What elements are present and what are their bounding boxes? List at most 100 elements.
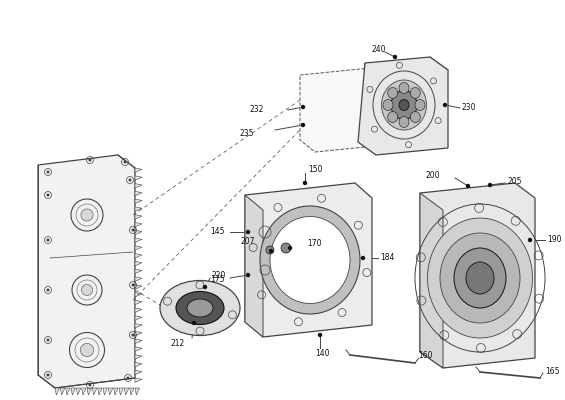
Polygon shape xyxy=(135,388,140,395)
Text: 140: 140 xyxy=(315,348,329,358)
Ellipse shape xyxy=(391,90,417,120)
Circle shape xyxy=(193,322,195,324)
Circle shape xyxy=(489,184,492,186)
Text: 165: 165 xyxy=(545,368,559,376)
Circle shape xyxy=(132,228,134,232)
Polygon shape xyxy=(245,195,263,337)
Polygon shape xyxy=(119,388,124,395)
Polygon shape xyxy=(135,370,142,375)
Ellipse shape xyxy=(81,209,93,221)
Ellipse shape xyxy=(176,292,224,324)
Circle shape xyxy=(444,104,446,106)
Polygon shape xyxy=(135,355,142,359)
Circle shape xyxy=(46,238,50,242)
Circle shape xyxy=(89,158,92,162)
Ellipse shape xyxy=(399,116,409,128)
Circle shape xyxy=(302,124,305,126)
Polygon shape xyxy=(135,222,142,227)
Polygon shape xyxy=(135,308,142,312)
Ellipse shape xyxy=(410,88,420,98)
Circle shape xyxy=(124,160,127,164)
Polygon shape xyxy=(135,168,142,172)
Polygon shape xyxy=(135,246,142,250)
Ellipse shape xyxy=(415,100,425,110)
Text: 150: 150 xyxy=(308,166,323,174)
Text: 175: 175 xyxy=(211,274,225,284)
Polygon shape xyxy=(135,191,142,196)
Polygon shape xyxy=(124,388,129,395)
Polygon shape xyxy=(135,199,142,204)
Polygon shape xyxy=(135,339,142,344)
Polygon shape xyxy=(98,388,102,395)
Ellipse shape xyxy=(260,206,360,314)
Ellipse shape xyxy=(270,216,350,304)
Polygon shape xyxy=(135,184,142,188)
Polygon shape xyxy=(92,388,97,395)
Ellipse shape xyxy=(383,100,393,110)
Polygon shape xyxy=(66,388,70,395)
Polygon shape xyxy=(135,215,142,219)
Circle shape xyxy=(46,288,50,292)
Ellipse shape xyxy=(440,233,520,323)
Text: 184: 184 xyxy=(380,254,394,262)
Circle shape xyxy=(203,286,206,288)
Circle shape xyxy=(281,243,291,253)
Circle shape xyxy=(266,246,274,254)
Polygon shape xyxy=(135,277,142,281)
Ellipse shape xyxy=(399,82,409,94)
Circle shape xyxy=(467,184,470,188)
Circle shape xyxy=(393,56,397,58)
Polygon shape xyxy=(135,324,142,328)
Polygon shape xyxy=(135,300,142,305)
Ellipse shape xyxy=(454,248,506,308)
Text: 200: 200 xyxy=(425,170,440,180)
Circle shape xyxy=(302,106,305,108)
Text: 207: 207 xyxy=(241,236,255,246)
Text: 235: 235 xyxy=(240,128,254,138)
Circle shape xyxy=(132,284,134,286)
Circle shape xyxy=(46,194,50,196)
Polygon shape xyxy=(135,347,142,351)
Polygon shape xyxy=(129,388,134,395)
Polygon shape xyxy=(38,155,135,388)
Circle shape xyxy=(319,334,321,336)
Polygon shape xyxy=(60,388,65,395)
Ellipse shape xyxy=(388,112,398,122)
Polygon shape xyxy=(420,183,535,368)
Ellipse shape xyxy=(388,88,398,98)
Ellipse shape xyxy=(80,343,94,357)
Circle shape xyxy=(127,376,129,380)
Circle shape xyxy=(303,182,306,184)
Polygon shape xyxy=(108,388,113,395)
Polygon shape xyxy=(135,378,142,382)
Polygon shape xyxy=(87,388,92,395)
Circle shape xyxy=(246,274,250,276)
Polygon shape xyxy=(103,388,107,395)
Text: 170: 170 xyxy=(307,238,321,248)
Circle shape xyxy=(128,178,132,182)
Polygon shape xyxy=(135,269,142,274)
Polygon shape xyxy=(135,331,142,336)
Text: 212: 212 xyxy=(171,338,185,348)
Circle shape xyxy=(46,338,50,342)
Text: 190: 190 xyxy=(547,236,562,244)
Ellipse shape xyxy=(160,280,240,336)
Polygon shape xyxy=(135,238,142,242)
Polygon shape xyxy=(71,388,76,395)
Polygon shape xyxy=(76,388,81,395)
Circle shape xyxy=(46,374,50,376)
Polygon shape xyxy=(358,57,448,155)
Polygon shape xyxy=(135,362,142,367)
Polygon shape xyxy=(114,388,118,395)
Text: 205: 205 xyxy=(507,176,521,186)
Ellipse shape xyxy=(399,100,409,110)
Polygon shape xyxy=(135,261,142,266)
Text: 240: 240 xyxy=(372,44,386,54)
Circle shape xyxy=(132,334,134,336)
Polygon shape xyxy=(55,388,59,395)
Polygon shape xyxy=(135,316,142,320)
Circle shape xyxy=(528,238,532,242)
Polygon shape xyxy=(82,388,86,395)
Ellipse shape xyxy=(466,262,494,294)
Polygon shape xyxy=(245,183,372,337)
